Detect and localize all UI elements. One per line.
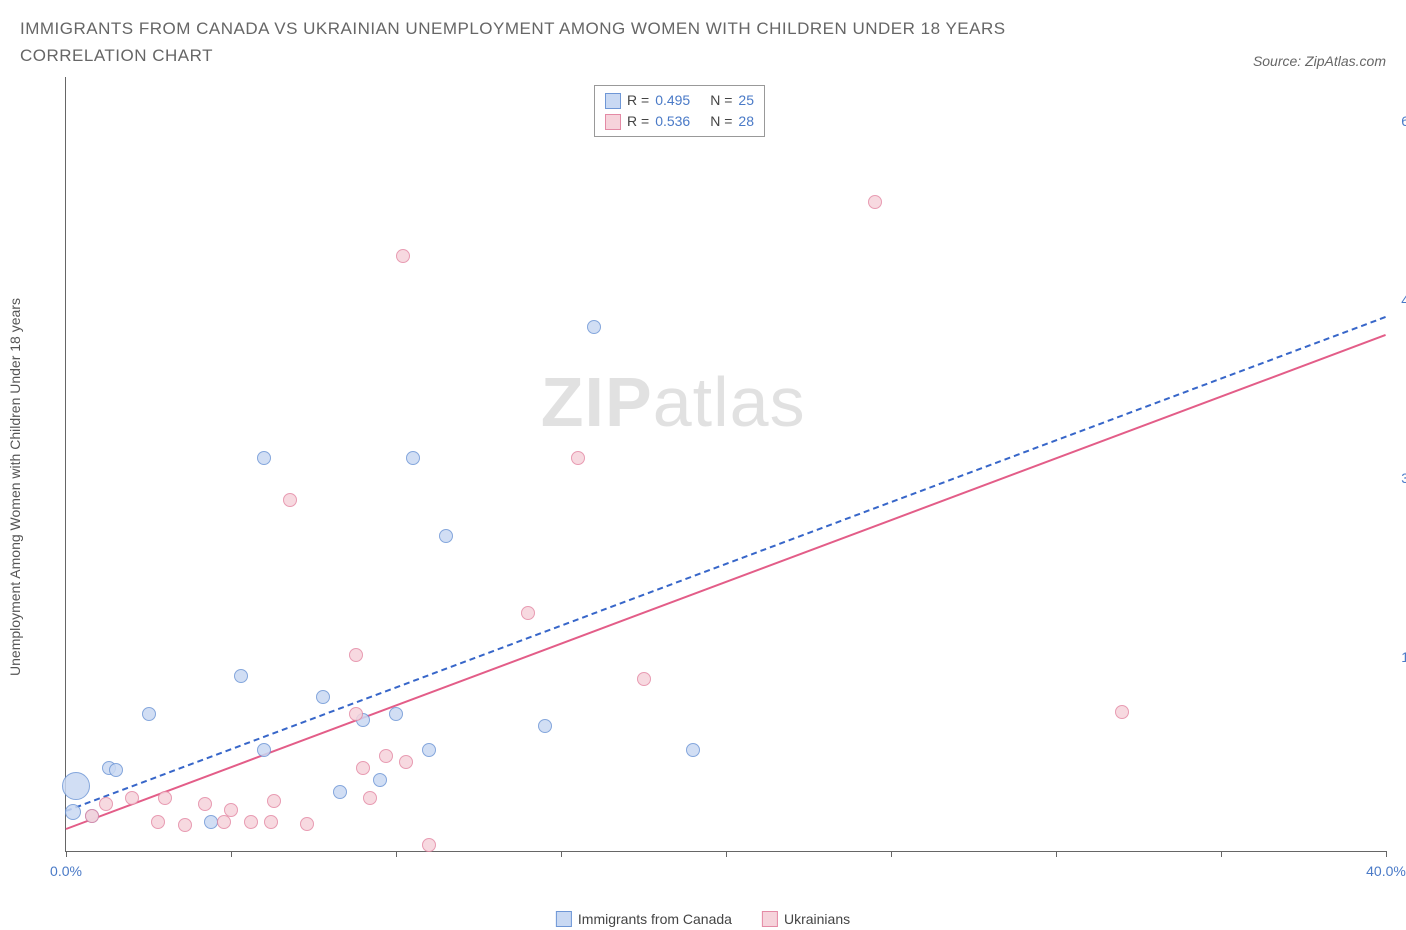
data-point	[198, 797, 212, 811]
data-point	[356, 761, 370, 775]
stat-n-label: N =	[710, 90, 732, 111]
data-point	[300, 817, 314, 831]
chart-container: Unemployment Among Women with Children U…	[20, 77, 1386, 897]
data-point	[85, 809, 99, 823]
data-point	[363, 791, 377, 805]
legend-swatch	[605, 93, 621, 109]
data-point	[422, 743, 436, 757]
chart-title: IMMIGRANTS FROM CANADA VS UKRAINIAN UNEM…	[20, 15, 1120, 69]
x-tick	[66, 851, 67, 857]
data-point	[1115, 705, 1129, 719]
data-point	[151, 815, 165, 829]
data-point	[379, 749, 393, 763]
x-tick	[726, 851, 727, 857]
legend-stats-row: R = 0.536 N = 28	[605, 111, 754, 132]
data-point	[125, 791, 139, 805]
x-tick	[396, 851, 397, 857]
legend-stats-row: R = 0.495 N = 25	[605, 90, 754, 111]
series-legend: Immigrants from Canada Ukrainians	[556, 911, 850, 927]
data-point	[109, 763, 123, 777]
data-point	[406, 451, 420, 465]
x-tick-label: 40.0%	[1366, 863, 1406, 879]
data-point	[637, 672, 651, 686]
x-tick	[561, 851, 562, 857]
data-point	[349, 707, 363, 721]
data-point	[264, 815, 278, 829]
data-point	[65, 804, 81, 820]
data-point	[158, 791, 172, 805]
y-tick-label: 30.0%	[1401, 470, 1406, 486]
x-tick	[231, 851, 232, 857]
data-point	[142, 707, 156, 721]
data-point	[234, 669, 248, 683]
data-point	[257, 451, 271, 465]
stat-n-label: N =	[710, 111, 732, 132]
data-point	[244, 815, 258, 829]
stat-r-label: R =	[627, 111, 649, 132]
data-point	[204, 815, 218, 829]
data-point	[267, 794, 281, 808]
stat-r-value: 0.536	[655, 111, 690, 132]
correlation-legend: R = 0.495 N = 25 R = 0.536 N = 28	[594, 85, 765, 137]
data-point	[257, 743, 271, 757]
data-point	[178, 818, 192, 832]
data-point	[99, 797, 113, 811]
legend-swatch	[556, 911, 572, 927]
data-point	[333, 785, 347, 799]
stat-r-value: 0.495	[655, 90, 690, 111]
x-tick-label: 0.0%	[50, 863, 82, 879]
y-tick-label: 15.0%	[1401, 649, 1406, 665]
data-point	[316, 690, 330, 704]
data-point	[283, 493, 297, 507]
data-point	[217, 815, 231, 829]
source-label: Source: ZipAtlas.com	[1253, 53, 1386, 69]
data-point	[686, 743, 700, 757]
data-point	[373, 773, 387, 787]
data-point	[349, 648, 363, 662]
legend-swatch	[762, 911, 778, 927]
watermark: ZIPatlas	[541, 362, 806, 442]
data-point	[587, 320, 601, 334]
data-point	[538, 719, 552, 733]
stat-n-value: 28	[738, 111, 754, 132]
data-point	[439, 529, 453, 543]
y-tick-label: 45.0%	[1401, 292, 1406, 308]
x-tick	[1056, 851, 1057, 857]
data-point	[399, 755, 413, 769]
y-tick-label: 60.0%	[1401, 113, 1406, 129]
data-point	[389, 707, 403, 721]
data-point	[422, 838, 436, 852]
data-point	[868, 195, 882, 209]
data-point	[62, 772, 90, 800]
series-legend-item: Immigrants from Canada	[556, 911, 732, 927]
data-point	[224, 803, 238, 817]
stat-n-value: 25	[738, 90, 754, 111]
stat-r-label: R =	[627, 90, 649, 111]
data-point	[571, 451, 585, 465]
trend-line	[66, 316, 1387, 812]
x-tick	[1386, 851, 1387, 857]
series-name: Immigrants from Canada	[578, 911, 732, 927]
series-legend-item: Ukrainians	[762, 911, 850, 927]
data-point	[396, 249, 410, 263]
data-point	[521, 606, 535, 620]
x-tick	[1221, 851, 1222, 857]
y-axis-label: Unemployment Among Women with Children U…	[7, 298, 23, 676]
plot-area: ZIPatlas R = 0.495N = 25R = 0.536N = 28 …	[65, 77, 1386, 852]
x-tick	[891, 851, 892, 857]
series-name: Ukrainians	[784, 911, 850, 927]
legend-swatch	[605, 114, 621, 130]
